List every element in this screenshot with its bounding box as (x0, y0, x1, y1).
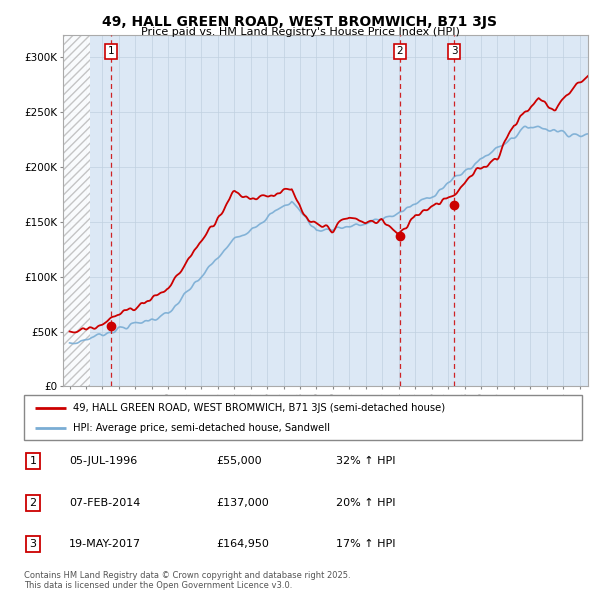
Text: 49, HALL GREEN ROAD, WEST BROMWICH, B71 3JS (semi-detached house): 49, HALL GREEN ROAD, WEST BROMWICH, B71 … (73, 403, 445, 412)
Text: This data is licensed under the Open Government Licence v3.0.: This data is licensed under the Open Gov… (24, 581, 292, 589)
Text: 05-JUL-1996: 05-JUL-1996 (69, 457, 137, 466)
Text: £164,950: £164,950 (216, 539, 269, 549)
Text: 19-MAY-2017: 19-MAY-2017 (69, 539, 141, 549)
Text: £55,000: £55,000 (216, 457, 262, 466)
Text: 2: 2 (29, 498, 37, 507)
Text: 1: 1 (29, 457, 37, 466)
Text: £137,000: £137,000 (216, 498, 269, 507)
Bar (63, 35, 90, 386)
Text: 3: 3 (29, 539, 37, 549)
Text: 20% ↑ HPI: 20% ↑ HPI (336, 498, 395, 507)
Text: 49, HALL GREEN ROAD, WEST BROMWICH, B71 3JS: 49, HALL GREEN ROAD, WEST BROMWICH, B71 … (103, 15, 497, 29)
Text: 07-FEB-2014: 07-FEB-2014 (69, 498, 140, 507)
Text: Contains HM Land Registry data © Crown copyright and database right 2025.: Contains HM Land Registry data © Crown c… (24, 571, 350, 580)
Text: 32% ↑ HPI: 32% ↑ HPI (336, 457, 395, 466)
Text: 1: 1 (107, 46, 114, 56)
Text: HPI: Average price, semi-detached house, Sandwell: HPI: Average price, semi-detached house,… (73, 423, 330, 433)
Text: 3: 3 (451, 46, 458, 56)
Text: Price paid vs. HM Land Registry's House Price Index (HPI): Price paid vs. HM Land Registry's House … (140, 27, 460, 37)
Text: 2: 2 (397, 46, 403, 56)
Text: 17% ↑ HPI: 17% ↑ HPI (336, 539, 395, 549)
